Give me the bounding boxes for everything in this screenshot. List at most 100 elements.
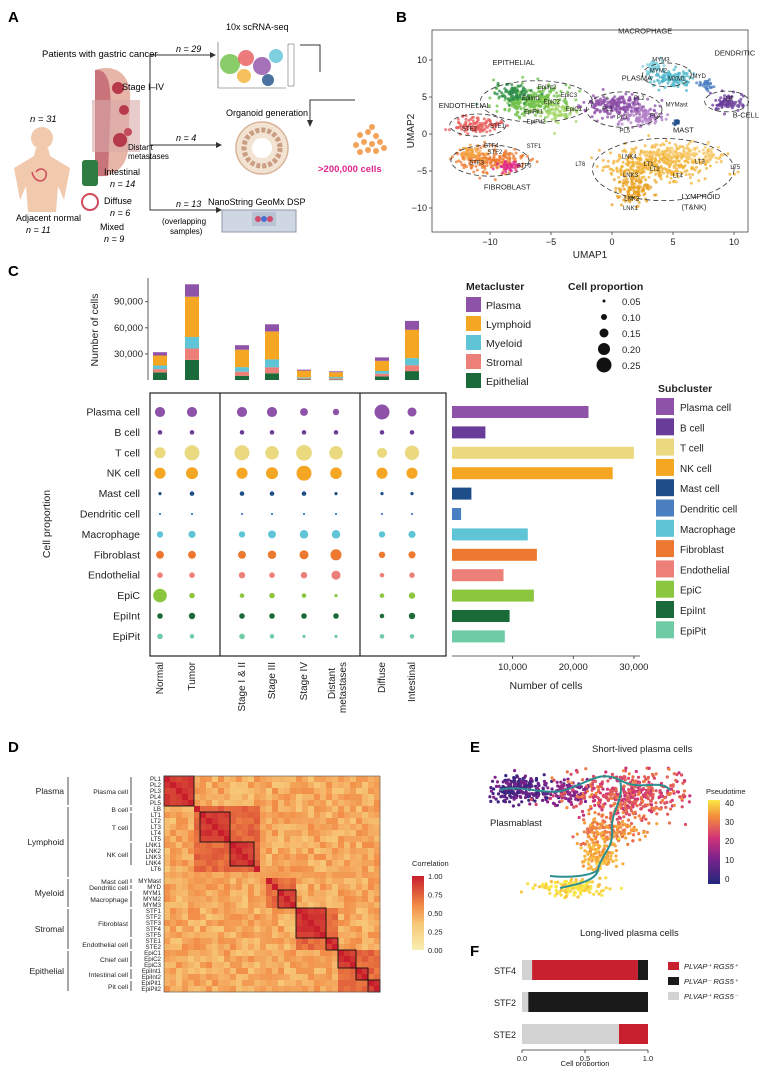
proportion-dot (332, 408, 340, 416)
heatmap-cell (242, 884, 249, 891)
umap-cell-point (717, 103, 721, 107)
umap-cell-point (566, 90, 569, 94)
pseudotime-cell-point (587, 812, 591, 816)
proportion-dot (301, 430, 307, 435)
heatmap-cell (242, 776, 249, 783)
umap-cell-point (556, 121, 560, 125)
heatmap-cell (260, 866, 267, 873)
heatmap-cell (278, 896, 285, 903)
heatmap-cell (314, 956, 321, 963)
heatmap-cell (368, 986, 375, 993)
umap-cell-point (557, 104, 561, 108)
subcluster-legend-swatch (656, 438, 674, 456)
umap-cell-point (462, 166, 466, 170)
umap-cell-point (689, 152, 693, 156)
heatmap-cell (374, 872, 381, 879)
heatmap-cell (338, 812, 345, 819)
pseudotime-cell-point (623, 791, 628, 795)
heatmap-cell (368, 914, 375, 921)
heatmap-cell (260, 914, 267, 921)
pseudotime-cell-point (500, 794, 504, 798)
proportion-dot (189, 634, 195, 639)
heatmap-cell (164, 830, 171, 837)
heatmap-cell (242, 824, 249, 831)
umap-cell-point (444, 128, 448, 132)
heatmap-cell (284, 866, 291, 873)
group-label: Tumor (187, 661, 198, 690)
umap-cell-point (497, 95, 501, 99)
umap-ylabel: UMAP2 (406, 113, 417, 148)
pseudotime-cell-point (604, 876, 608, 880)
heatmap-cell (254, 980, 261, 987)
heatmap-cell (368, 788, 375, 795)
heatmap-cell (230, 908, 237, 915)
heatmap-cell (368, 812, 375, 819)
heatmap-cell (188, 776, 195, 783)
count-bar (452, 446, 634, 459)
heatmap-cell (260, 956, 267, 963)
pseudotime-cell-point (514, 782, 518, 786)
heatmap-cell (368, 800, 375, 807)
proportion-dot (299, 530, 309, 539)
heatmap-cell (272, 902, 279, 909)
pseudotime-cell-point (680, 805, 684, 809)
umap-cell-point (619, 118, 623, 122)
pseudotime-cell-point (681, 781, 685, 785)
heatmap-cell (368, 866, 375, 873)
heatmap-cell (296, 806, 303, 813)
heatmap-cell (350, 800, 357, 807)
umap-subcluster-label: STE2 (462, 126, 478, 132)
pseudotime-cell-point (647, 808, 651, 812)
proportion-dot (410, 492, 414, 496)
heatmap-cell (368, 776, 375, 783)
heatmap-cell (260, 926, 267, 933)
proportion-dot (184, 445, 200, 461)
heatmap-cell (290, 884, 297, 891)
heatmap-cell (368, 950, 375, 957)
heatmap-cell (278, 884, 285, 891)
heatmap-cell (224, 854, 231, 861)
heatmap-cell (248, 980, 255, 987)
heatmap-cell (296, 938, 303, 945)
heatmap-cell (176, 800, 183, 807)
heatmap-cell (200, 812, 207, 819)
umap-cell-point (513, 160, 517, 164)
umap-cell-point (617, 154, 621, 158)
heatmap-cell (206, 848, 213, 855)
umap-cell-point (448, 128, 451, 132)
pseudotime-cell-point (582, 883, 586, 887)
stacked-bar-segment (375, 373, 389, 377)
stacked-bar-segment (329, 371, 343, 373)
heatmap-cell (338, 872, 345, 879)
umap-cell-point (693, 158, 697, 162)
heatmap-cell (170, 860, 177, 867)
heatmap-cell (260, 872, 267, 879)
umap-cell-point (677, 147, 681, 150)
heatmap-cell (374, 980, 381, 987)
heatmap-cell (356, 980, 363, 987)
umap-cell-point (677, 71, 681, 75)
umap-cell-point (690, 157, 694, 161)
umap-cell-point (671, 121, 675, 125)
heatmap-cell (164, 836, 171, 843)
heatmap-cell (302, 974, 309, 981)
pseudotime-cell-point (624, 836, 628, 840)
pseudotime-cell-point (586, 867, 590, 871)
heatmap-cell (266, 974, 273, 981)
umap-cell-point (516, 165, 520, 168)
pseudotime-cell-point (560, 799, 564, 803)
heatmap-cell (356, 812, 363, 819)
heatmap-cell (326, 854, 333, 861)
umap-cell-point (666, 157, 670, 161)
umap-cell-point (653, 109, 656, 113)
umap-cell-point (551, 104, 555, 108)
pseudotime-cell-point (582, 796, 587, 800)
umap-cell-point (659, 56, 663, 60)
colorbar-tick-label: 0.75 (428, 891, 443, 900)
pseudotime-cell-point (527, 794, 532, 798)
umap-cell-point (506, 124, 510, 128)
heatmap-cell (176, 968, 183, 975)
pseudotime-cell-point (541, 787, 545, 791)
scrna-label: 10x scRNA-seq (226, 22, 289, 32)
umap-cell-point (641, 120, 645, 124)
